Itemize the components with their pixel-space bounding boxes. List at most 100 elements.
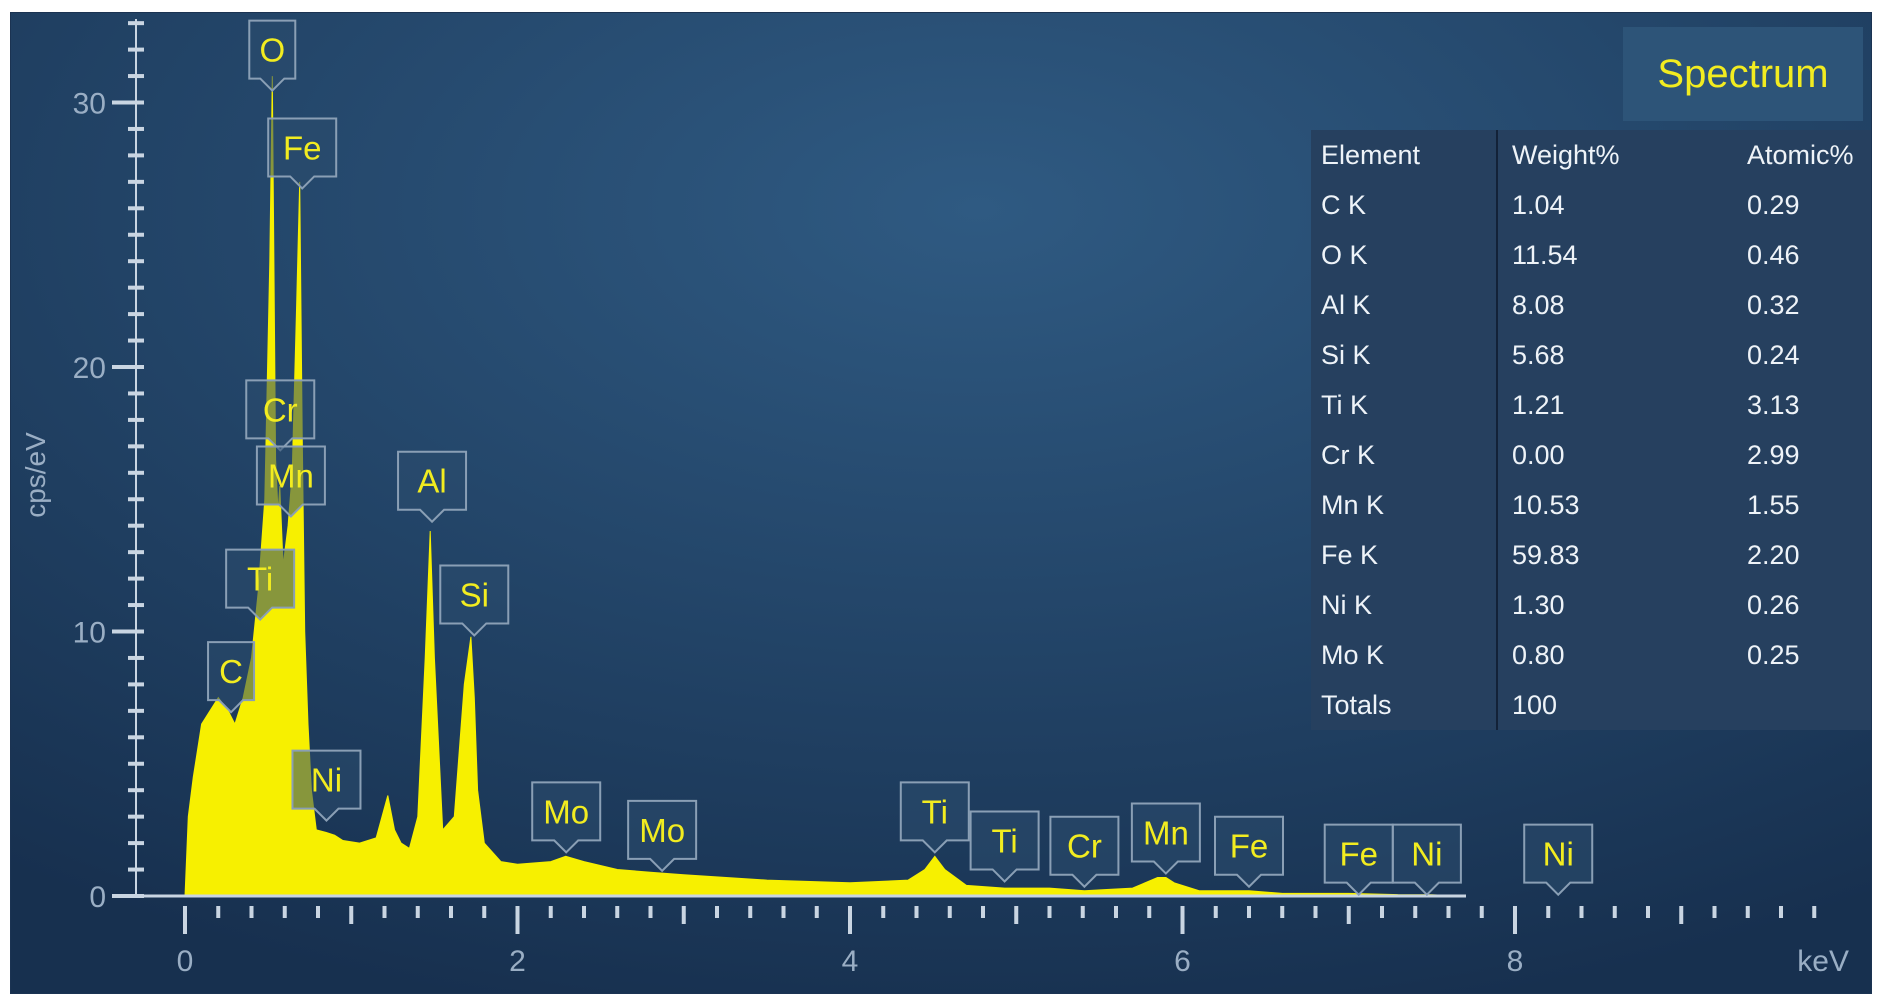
- peak-label-box: [267, 117, 338, 190]
- y-tick-label: 0: [89, 881, 106, 914]
- cell-element: Mn K: [1311, 480, 1498, 530]
- header-element: Element: [1311, 130, 1498, 180]
- table-row: Si K 5.68 0.24: [1311, 330, 1870, 380]
- x-tick-label: 0: [177, 945, 194, 978]
- cell-weight: 5.68: [1512, 339, 1565, 370]
- peak-label-box: [1391, 823, 1462, 897]
- peak-label-al: Al: [417, 463, 446, 500]
- table-row: Mn K 10.53 1.55: [1311, 480, 1870, 530]
- cell-weight: 1.30: [1512, 589, 1565, 620]
- cell-weight: 11.54: [1512, 239, 1578, 270]
- table-row: Fe K 59.83 2.20: [1311, 530, 1870, 580]
- cell-atomic: 0.26: [1747, 589, 1800, 620]
- y-tick-label: 30: [73, 88, 106, 121]
- cell-atomic: 0.25: [1747, 639, 1800, 670]
- spectrum-title: Spectrum: [1623, 27, 1863, 121]
- x-tick-label: 4: [842, 945, 859, 978]
- spectrum-series: [184, 76, 1466, 897]
- table-row: Mo K 0.80 0.25: [1311, 630, 1870, 680]
- cell-element: Mo K: [1311, 630, 1498, 680]
- peak-label-box: [1523, 823, 1594, 897]
- peak-label-mn: Mn: [1143, 815, 1189, 852]
- peak-label-ti: Ti: [991, 822, 1017, 859]
- peak-label-box: [225, 548, 296, 622]
- cell-element: Fe K: [1311, 530, 1498, 580]
- cell-element: O K: [1311, 230, 1498, 280]
- peak-label-box: [245, 379, 316, 452]
- peak-label-box: [1049, 815, 1120, 889]
- peak-label-ti: Ti: [922, 793, 948, 830]
- peak-label-box: [899, 781, 970, 854]
- peak-label-ni: Ni: [1411, 836, 1442, 873]
- axes: 0 10 20 30 cps/eV 0 2 4 6 8 keV: [20, 19, 1849, 978]
- peak-label-mo: Mo: [543, 793, 589, 830]
- cell-weight: 0.80: [1512, 639, 1565, 670]
- peak-label-box: [531, 781, 602, 854]
- x-axis-unit-label: keV: [1797, 945, 1849, 978]
- cell-atomic: 0.29: [1747, 189, 1800, 220]
- y-tick-label: 10: [73, 617, 106, 650]
- cell-atomic: [1727, 680, 1870, 730]
- cell-element: Ni K: [1311, 580, 1498, 630]
- peak-label-fe: Fe: [1230, 828, 1269, 865]
- peak-label-box: [627, 799, 698, 873]
- peak-label-box: [969, 810, 1040, 883]
- header-weight: Weight%: [1512, 139, 1620, 170]
- cell-element: Si K: [1311, 330, 1498, 380]
- peak-label-box: [255, 445, 326, 518]
- cell-element: Cr K: [1311, 430, 1498, 480]
- peak-label-cr: Cr: [1067, 828, 1102, 865]
- table-row-totals: Totals 100: [1311, 680, 1870, 730]
- table-row: Al K 8.08 0.32: [1311, 280, 1870, 330]
- table-row: C K 1.04 0.29: [1311, 180, 1870, 230]
- cell-element: Totals: [1311, 680, 1498, 730]
- table-row: Ni K 1.30 0.26: [1311, 580, 1870, 630]
- peak-labels: O Fe Cr Mn Ti C Ni Al Si Mo Mo Ti Ti Cr Mn Fe Fe Ni Ni: [207, 19, 1594, 897]
- peak-label-box: [207, 641, 256, 714]
- cell-atomic: 2.99: [1747, 439, 1800, 470]
- peak-label-box: [291, 749, 362, 823]
- cell-atomic: 0.32: [1747, 289, 1800, 320]
- cell-atomic: 0.24: [1747, 339, 1800, 370]
- cell-weight: 8.08: [1512, 289, 1565, 320]
- y-tick-label: 20: [73, 352, 106, 385]
- peak-label-box: [397, 450, 468, 524]
- cell-weight: 59.83: [1512, 539, 1580, 570]
- peak-label-mo: Mo: [639, 812, 685, 849]
- cell-weight: 100: [1512, 689, 1558, 720]
- peak-label-o: O: [259, 32, 285, 69]
- cell-atomic: 1.55: [1747, 489, 1800, 520]
- table-row: O K 11.54 0.46: [1311, 230, 1870, 280]
- peak-label-fe: Fe: [1339, 836, 1378, 873]
- x-tick-label: 6: [1174, 945, 1191, 978]
- x-tick-label: 8: [1507, 945, 1524, 978]
- y-axis-title: cps/eV: [20, 432, 51, 518]
- spectrum-area: [184, 76, 1466, 897]
- peak-label-ni: Ni: [311, 762, 342, 799]
- x-tick-label: 2: [509, 945, 526, 978]
- peak-label-cr: Cr: [263, 391, 298, 428]
- spectrum-plot: 0 10 20 30 cps/eV 0 2 4 6 8 keV O Fe Cr Mn Ti C Ni Al Si Mo…: [10, 12, 1872, 994]
- cell-weight: 1.04: [1512, 189, 1565, 220]
- peak-label-c: C: [219, 653, 243, 690]
- header-atomic: Atomic%: [1747, 139, 1854, 170]
- cell-element: Al K: [1311, 280, 1498, 330]
- cell-weight: 0.00: [1512, 439, 1565, 470]
- table-header-row: Element Weight% Atomic%: [1311, 130, 1870, 180]
- peak-label-si: Si: [460, 576, 489, 613]
- cell-element: C K: [1311, 180, 1498, 230]
- table-row: Cr K 0.00 2.99: [1311, 430, 1870, 480]
- cell-weight: 1.21: [1512, 389, 1565, 420]
- peak-label-ni: Ni: [1543, 836, 1574, 873]
- peak-label-mn: Mn: [268, 457, 314, 494]
- peak-label-box: [439, 564, 510, 637]
- cell-element: Ti K: [1311, 380, 1498, 430]
- peak-label-ti: Ti: [247, 561, 273, 598]
- peak-label-fe: Fe: [283, 129, 322, 166]
- cell-weight: 10.53: [1512, 489, 1580, 520]
- cell-atomic: 0.46: [1747, 239, 1800, 270]
- peak-label-box: [1214, 815, 1284, 889]
- peak-label-box: [248, 19, 297, 93]
- cell-atomic: 2.20: [1747, 539, 1800, 570]
- quantification-table: Element Weight% Atomic% C K 1.04 0.29 O …: [1311, 130, 1871, 730]
